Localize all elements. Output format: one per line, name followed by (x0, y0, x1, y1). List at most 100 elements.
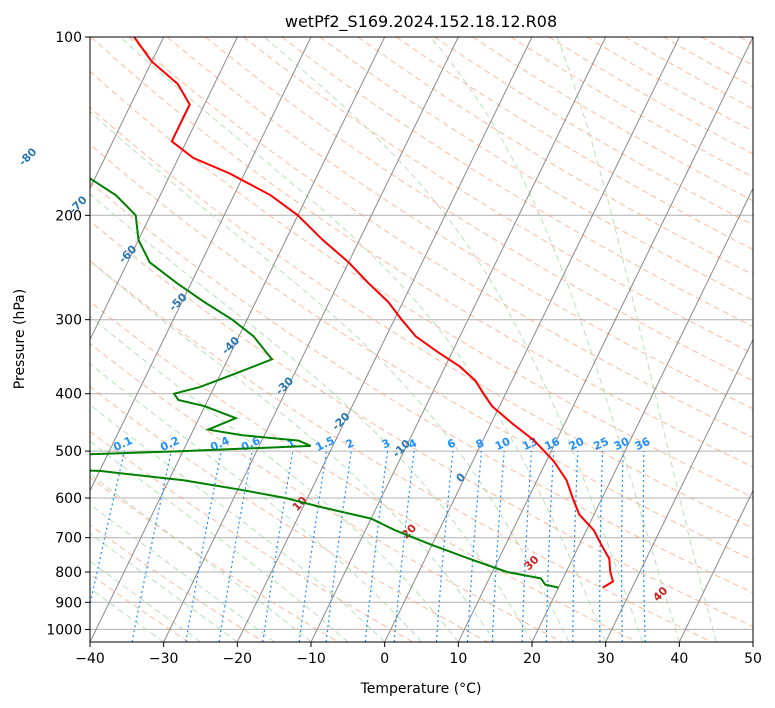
dry-adiabat-line (472, 37, 753, 202)
dry-adiabat-line (90, 524, 264, 642)
y-tick-label: 200 (55, 208, 82, 224)
mixing-ratio-label: 3 (380, 436, 392, 451)
dewpoint-profile-line (90, 177, 559, 589)
y-tick-label: 800 (55, 565, 82, 581)
moist-adiabat-line (263, 37, 643, 642)
y-tick-label: 600 (55, 491, 82, 507)
y-tick-label: 100 (55, 30, 82, 46)
chart-title: wetPf2_S169.2024.152.18.12.R08 (285, 12, 557, 32)
mixing-ratio-line (466, 451, 483, 642)
isotherm-line (384, 37, 680, 642)
x-tick-label: 0 (380, 651, 389, 667)
mixing-ratio-line (491, 451, 505, 642)
mixing-ratio-line (298, 451, 328, 642)
dry-adiabat-line (90, 342, 563, 642)
isotherm-label: 0 (454, 470, 469, 485)
dry-adiabat-line (548, 37, 753, 155)
mixing-ratio-label: 36 (633, 435, 653, 453)
dry-adiabat-line (319, 37, 753, 301)
isotherm-line (90, 37, 386, 642)
axis-ticks: −40 −30 −20 −10 0 10 20 30 40 5010020030040050060… (46, 30, 762, 667)
x-tick-label: 40 (670, 651, 688, 667)
background-lines (90, 37, 753, 642)
y-tick-label: 700 (55, 531, 82, 547)
moist-adiabat-line (90, 193, 533, 642)
y-tick-label: 1000 (46, 622, 82, 638)
dry-adiabat-line (90, 300, 638, 642)
isotherm-line (90, 37, 312, 492)
dry-adiabat-line (90, 220, 753, 628)
mixing-ratio-label: 16 (543, 435, 563, 453)
y-axis-label: Pressure (hPa) (12, 289, 28, 389)
y-tick-label: 900 (55, 595, 82, 611)
moist-adiabat-line (90, 363, 422, 642)
dry-adiabat-line (586, 37, 753, 132)
isotherm-line (310, 37, 607, 642)
x-tick-label: −10 (296, 651, 326, 667)
profile-series (90, 37, 615, 589)
mixing-ratio-line (218, 450, 253, 642)
mixing-ratio-line (262, 450, 294, 642)
isotherm-label: -40 (219, 334, 242, 357)
isotherm-line (90, 37, 165, 190)
mixing-ratio-label: 20 (567, 435, 587, 453)
x-tick-label: 30 (597, 651, 615, 667)
moist-adiabat-line (90, 111, 570, 642)
isotherm-line (678, 489, 753, 642)
moist-adiabat-line (90, 404, 386, 642)
moist-adiabat-line (90, 587, 164, 642)
dry-adiabat-line (739, 37, 753, 45)
dry-adiabat-line (281, 37, 753, 328)
temperature-profile-line (133, 37, 615, 589)
dry-adiabat-label: 30 (522, 553, 542, 573)
isotherm-label: -50 (167, 290, 190, 313)
dry-adiabat-line (90, 260, 712, 642)
x-tick-label: 50 (744, 651, 762, 667)
x-tick-label: −40 (75, 651, 105, 667)
dry-adiabat-line (243, 37, 753, 354)
moist-adiabat-line (90, 473, 312, 642)
horizontal-grid (90, 36, 753, 630)
dry-adiabat-line (395, 37, 753, 251)
mixing-ratio-line (364, 451, 389, 642)
mixing-ratio-line (572, 451, 579, 642)
moist-adiabat-line (556, 37, 717, 642)
line-labels: -100-90-80-70-60-50-40-30-20-1000.10.20.… (16, 145, 670, 604)
mixing-ratio-label: 6 (445, 436, 458, 451)
dry-adiabat-line (90, 476, 339, 642)
mixing-ratio-label: 13 (520, 435, 539, 453)
dry-adiabat-line (90, 181, 753, 594)
mixing-ratio-line (642, 451, 646, 642)
mixing-ratio-label: 30 (612, 435, 632, 453)
mixing-ratio-line (131, 450, 172, 642)
dry-adiabat-line (205, 37, 753, 382)
dry-adiabat-label: 40 (650, 584, 670, 604)
isotherm-lines (90, 37, 753, 642)
dry-adiabat-line (90, 573, 190, 642)
dry-adiabat-line (166, 37, 753, 410)
mixing-ratio-label: 10 (493, 435, 513, 453)
mixing-ratio-label: 8 (474, 436, 486, 451)
x-tick-label: 10 (449, 651, 467, 667)
dry-adiabat-line (663, 37, 753, 88)
moist-adiabat-line (90, 260, 496, 642)
x-axis-label: Temperature (°C) (360, 681, 482, 697)
isotherm-line (531, 187, 753, 642)
x-tick-label: −20 (223, 651, 253, 667)
moist-adiabat-line (430, 37, 680, 642)
isotherm-label: -80 (16, 145, 39, 168)
moist-adiabat-line (90, 560, 201, 642)
dry-adiabat-line (90, 143, 753, 561)
isotherm-line (605, 338, 753, 642)
mixing-ratio-lines (90, 450, 646, 642)
moist-adiabat-line (90, 315, 459, 642)
isotherm-line (163, 37, 459, 642)
isotherm-line (752, 640, 753, 642)
mixing-ratio-label: 25 (591, 435, 610, 453)
mixing-ratio-line (621, 451, 624, 642)
x-tick-label: 20 (523, 651, 541, 667)
y-tick-label: 500 (55, 444, 82, 460)
moist-adiabat-line (90, 440, 349, 642)
y-tick-label: 300 (55, 313, 82, 329)
